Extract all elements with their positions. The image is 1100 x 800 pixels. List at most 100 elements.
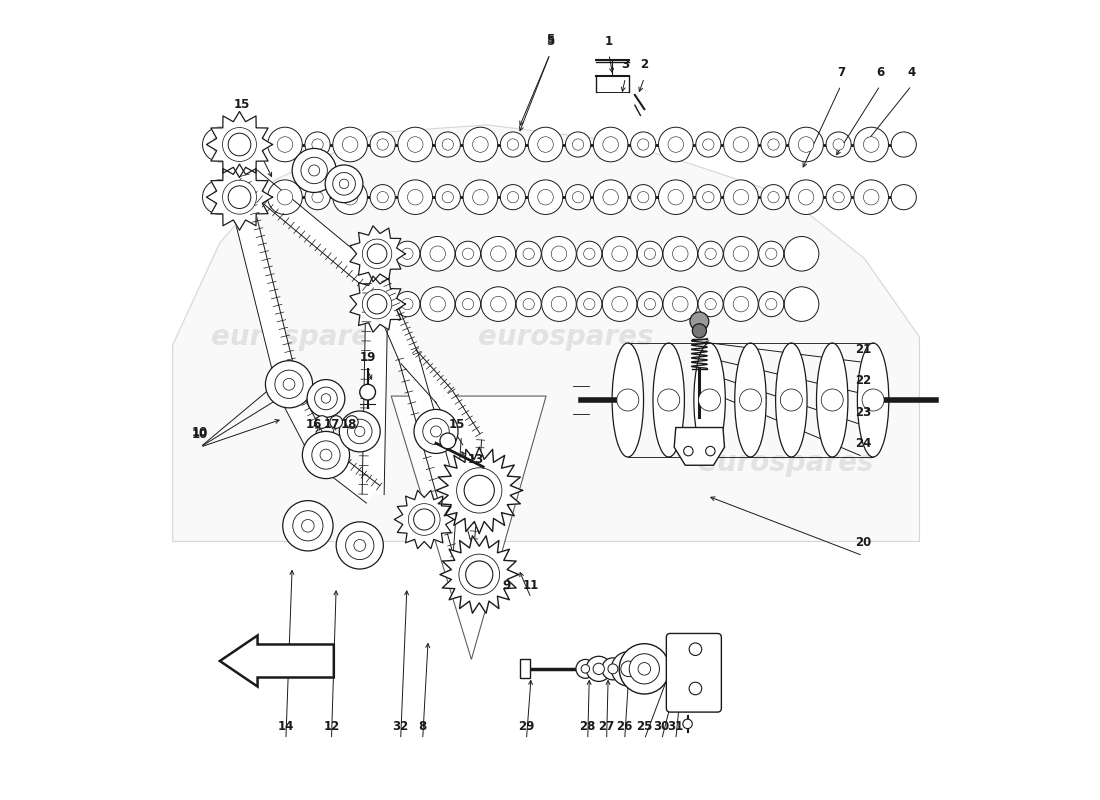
Text: 32: 32 <box>393 720 409 734</box>
Circle shape <box>305 185 330 210</box>
Text: 15: 15 <box>233 98 250 110</box>
Circle shape <box>240 132 265 157</box>
Circle shape <box>222 127 256 162</box>
Circle shape <box>267 127 303 162</box>
Ellipse shape <box>816 343 848 457</box>
Circle shape <box>576 659 595 678</box>
Text: 9: 9 <box>503 579 510 592</box>
Circle shape <box>724 286 758 322</box>
Circle shape <box>377 191 388 203</box>
Text: 29: 29 <box>518 720 535 734</box>
Circle shape <box>826 185 851 210</box>
Text: 3: 3 <box>621 58 629 71</box>
Circle shape <box>603 190 618 205</box>
Circle shape <box>766 298 777 310</box>
Polygon shape <box>350 226 406 282</box>
Circle shape <box>659 180 693 214</box>
Circle shape <box>333 180 367 214</box>
Text: eurospares: eurospares <box>211 323 386 351</box>
Circle shape <box>240 185 265 210</box>
Circle shape <box>689 682 702 694</box>
Text: 8: 8 <box>418 720 427 734</box>
Circle shape <box>491 296 506 312</box>
Circle shape <box>698 291 723 317</box>
Circle shape <box>733 137 749 152</box>
Circle shape <box>342 190 358 205</box>
Circle shape <box>698 389 720 411</box>
Circle shape <box>705 248 716 259</box>
Circle shape <box>473 137 488 152</box>
Circle shape <box>455 291 481 317</box>
Polygon shape <box>207 164 273 230</box>
Circle shape <box>637 291 662 317</box>
Circle shape <box>864 137 879 152</box>
Circle shape <box>586 656 612 682</box>
Circle shape <box>395 242 420 266</box>
Circle shape <box>891 185 916 210</box>
Polygon shape <box>436 390 480 445</box>
Circle shape <box>854 127 889 162</box>
Circle shape <box>362 239 392 269</box>
Polygon shape <box>207 111 273 178</box>
Polygon shape <box>392 396 546 659</box>
Circle shape <box>620 661 637 677</box>
Circle shape <box>733 246 749 262</box>
Circle shape <box>345 416 359 428</box>
Ellipse shape <box>735 343 767 457</box>
Text: 4: 4 <box>908 66 915 79</box>
Text: 5: 5 <box>546 34 554 46</box>
Circle shape <box>584 248 595 259</box>
Circle shape <box>789 127 823 162</box>
Text: 28: 28 <box>580 720 596 734</box>
Circle shape <box>500 132 526 157</box>
Circle shape <box>784 286 818 322</box>
Circle shape <box>833 139 845 150</box>
Circle shape <box>733 296 749 312</box>
Circle shape <box>617 389 639 411</box>
Ellipse shape <box>776 343 807 457</box>
Text: 21: 21 <box>855 343 871 356</box>
Circle shape <box>354 426 365 437</box>
Circle shape <box>608 664 618 674</box>
Circle shape <box>565 185 591 210</box>
Circle shape <box>576 242 602 266</box>
Circle shape <box>663 237 697 271</box>
Circle shape <box>367 244 387 263</box>
Text: 20: 20 <box>855 536 871 550</box>
Circle shape <box>407 190 424 205</box>
Polygon shape <box>362 283 388 494</box>
Circle shape <box>408 504 440 535</box>
Circle shape <box>360 286 395 322</box>
Text: 13: 13 <box>468 453 484 466</box>
Circle shape <box>277 190 293 205</box>
Circle shape <box>222 180 256 214</box>
Circle shape <box>283 501 333 551</box>
Circle shape <box>275 370 304 398</box>
Text: 25: 25 <box>636 720 652 734</box>
Circle shape <box>733 190 749 205</box>
Circle shape <box>576 291 602 317</box>
Polygon shape <box>173 125 920 542</box>
Polygon shape <box>395 490 454 549</box>
Circle shape <box>658 389 680 411</box>
Circle shape <box>789 180 823 214</box>
Circle shape <box>305 132 330 157</box>
Polygon shape <box>316 446 380 503</box>
Circle shape <box>337 522 383 569</box>
Polygon shape <box>224 175 299 394</box>
Circle shape <box>420 286 455 322</box>
Text: 17: 17 <box>323 418 340 431</box>
Text: eurospares: eurospares <box>698 449 873 477</box>
Circle shape <box>799 190 814 205</box>
Text: 14: 14 <box>277 720 294 734</box>
Circle shape <box>799 137 814 152</box>
Circle shape <box>481 286 516 322</box>
Circle shape <box>683 719 692 729</box>
Circle shape <box>833 191 845 203</box>
Circle shape <box>692 324 706 338</box>
Circle shape <box>430 246 446 262</box>
Polygon shape <box>279 387 332 460</box>
Circle shape <box>541 237 576 271</box>
Circle shape <box>228 186 251 209</box>
Text: 19: 19 <box>360 351 376 364</box>
